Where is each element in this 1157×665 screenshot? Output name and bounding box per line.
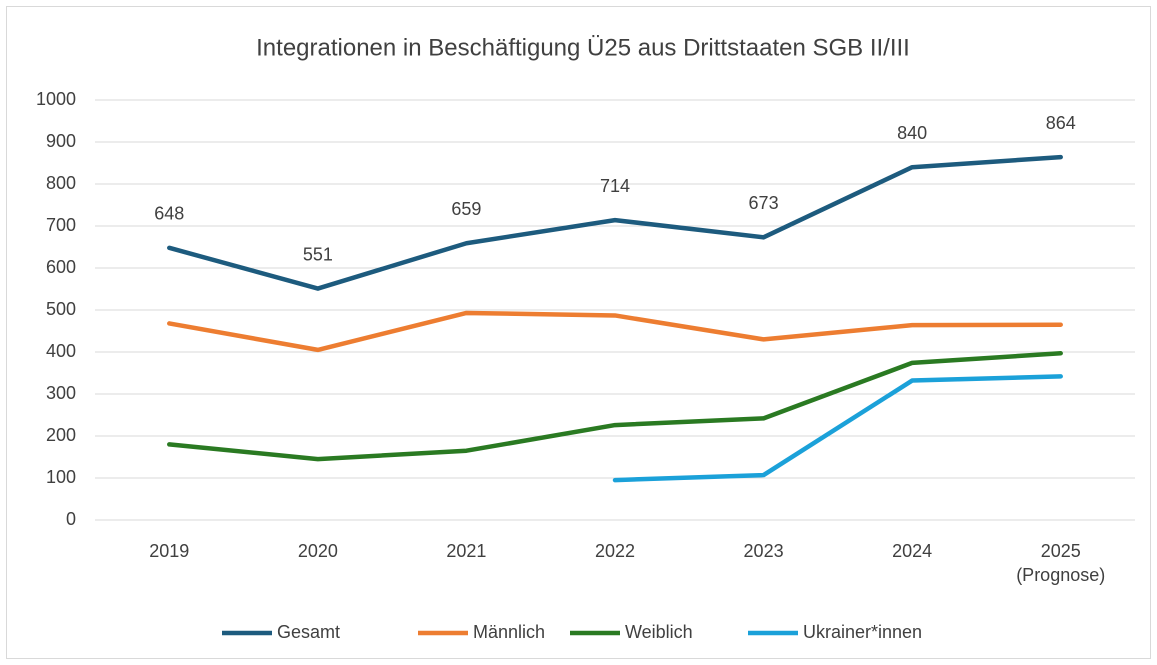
x-tick-label: 2020 — [298, 541, 338, 561]
y-tick-label: 0 — [66, 509, 76, 529]
series-line — [167, 351, 1063, 462]
data-label: 659 — [451, 199, 481, 219]
y-tick-label: 900 — [46, 131, 76, 151]
x-tick-label: 2023 — [744, 541, 784, 561]
data-label: 673 — [749, 193, 779, 213]
y-tick-label: 200 — [46, 425, 76, 445]
y-tick-label: 100 — [46, 467, 76, 487]
y-tick-label: 600 — [46, 257, 76, 277]
x-tick-label: 2024 — [892, 541, 932, 561]
data-label: 551 — [303, 244, 333, 264]
x-tick-label: 2022 — [595, 541, 635, 561]
y-tick-label: 700 — [46, 215, 76, 235]
series-line — [167, 154, 1063, 291]
y-tick-label: 1000 — [36, 89, 76, 109]
x-tick-label: 2025 (Prognose) — [1016, 541, 1105, 585]
y-tick-label: 800 — [46, 173, 76, 193]
series-line — [167, 310, 1063, 353]
legend-label: Männlich — [473, 622, 545, 642]
data-label: 864 — [1046, 113, 1076, 133]
y-tick-label: 500 — [46, 299, 76, 319]
x-tick-label-line: (Prognose) — [1016, 565, 1105, 585]
data-label: 714 — [600, 176, 630, 196]
x-tick-label: 2019 — [149, 541, 189, 561]
y-tick-label: 400 — [46, 341, 76, 361]
y-tick-label: 300 — [46, 383, 76, 403]
x-tick-label-line: 2025 — [1041, 541, 1081, 561]
legend-label: Weiblich — [625, 622, 693, 642]
legend-label: Ukrainer*innen — [803, 622, 922, 642]
chart-border — [6, 6, 1151, 659]
x-tick-label: 2021 — [446, 541, 486, 561]
legend-label: Gesamt — [277, 622, 340, 642]
data-label: 648 — [154, 204, 184, 224]
chart-title: Integrationen in Beschäftigung Ü25 aus D… — [256, 34, 910, 61]
data-label: 840 — [897, 123, 927, 143]
series-line — [612, 374, 1063, 483]
